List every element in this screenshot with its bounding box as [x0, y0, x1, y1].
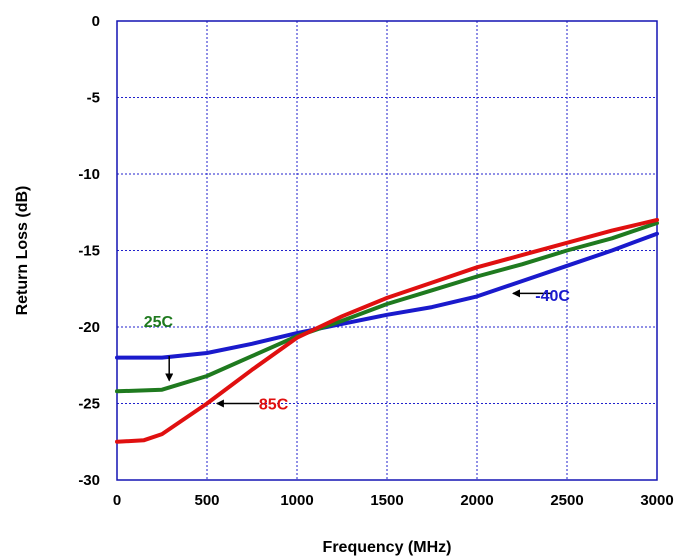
y-tick-label-4: -20: [78, 319, 100, 336]
x-tick-label-5: 2500: [550, 492, 583, 509]
series-line-0: [115, 231, 659, 360]
x-tick-label-3: 1500: [370, 492, 403, 509]
x-tick-label-6: 3000: [640, 492, 673, 509]
x-axis-label: Frequency (MHz): [323, 539, 452, 556]
series-line-1: [115, 221, 659, 394]
y-tick-label-0: 0: [92, 13, 100, 30]
x-tick-label-0: 0: [113, 492, 121, 509]
y-tick-label-5: -25: [78, 396, 100, 413]
y-tick-label-3: -15: [78, 243, 100, 260]
series-lines: [115, 217, 659, 444]
y-tick-label-6: -30: [78, 472, 100, 489]
x-tick-label-1: 500: [194, 492, 219, 509]
annotation-label-1: 85C: [259, 397, 289, 414]
y-tick-label-2: -10: [78, 166, 100, 183]
y-tick-labels: 0 -5 -10 -15 -20 -25 -30: [78, 13, 100, 489]
y-tick-label-1: -5: [87, 90, 100, 107]
series-line-2: [115, 217, 659, 444]
annotations: 25C 85C -40C: [144, 288, 571, 414]
plot-frame: [116, 20, 658, 481]
annotation-label-2: -40C: [535, 288, 570, 305]
y-axis-label: Return Loss (dB): [14, 186, 31, 316]
x-tick-label-2: 1000: [280, 492, 313, 509]
annotation-label-0: 25C: [144, 314, 174, 331]
x-tick-label-4: 2000: [460, 492, 493, 509]
x-tick-labels: 0 500 1000 1500 2000 2500 3000: [113, 492, 674, 509]
